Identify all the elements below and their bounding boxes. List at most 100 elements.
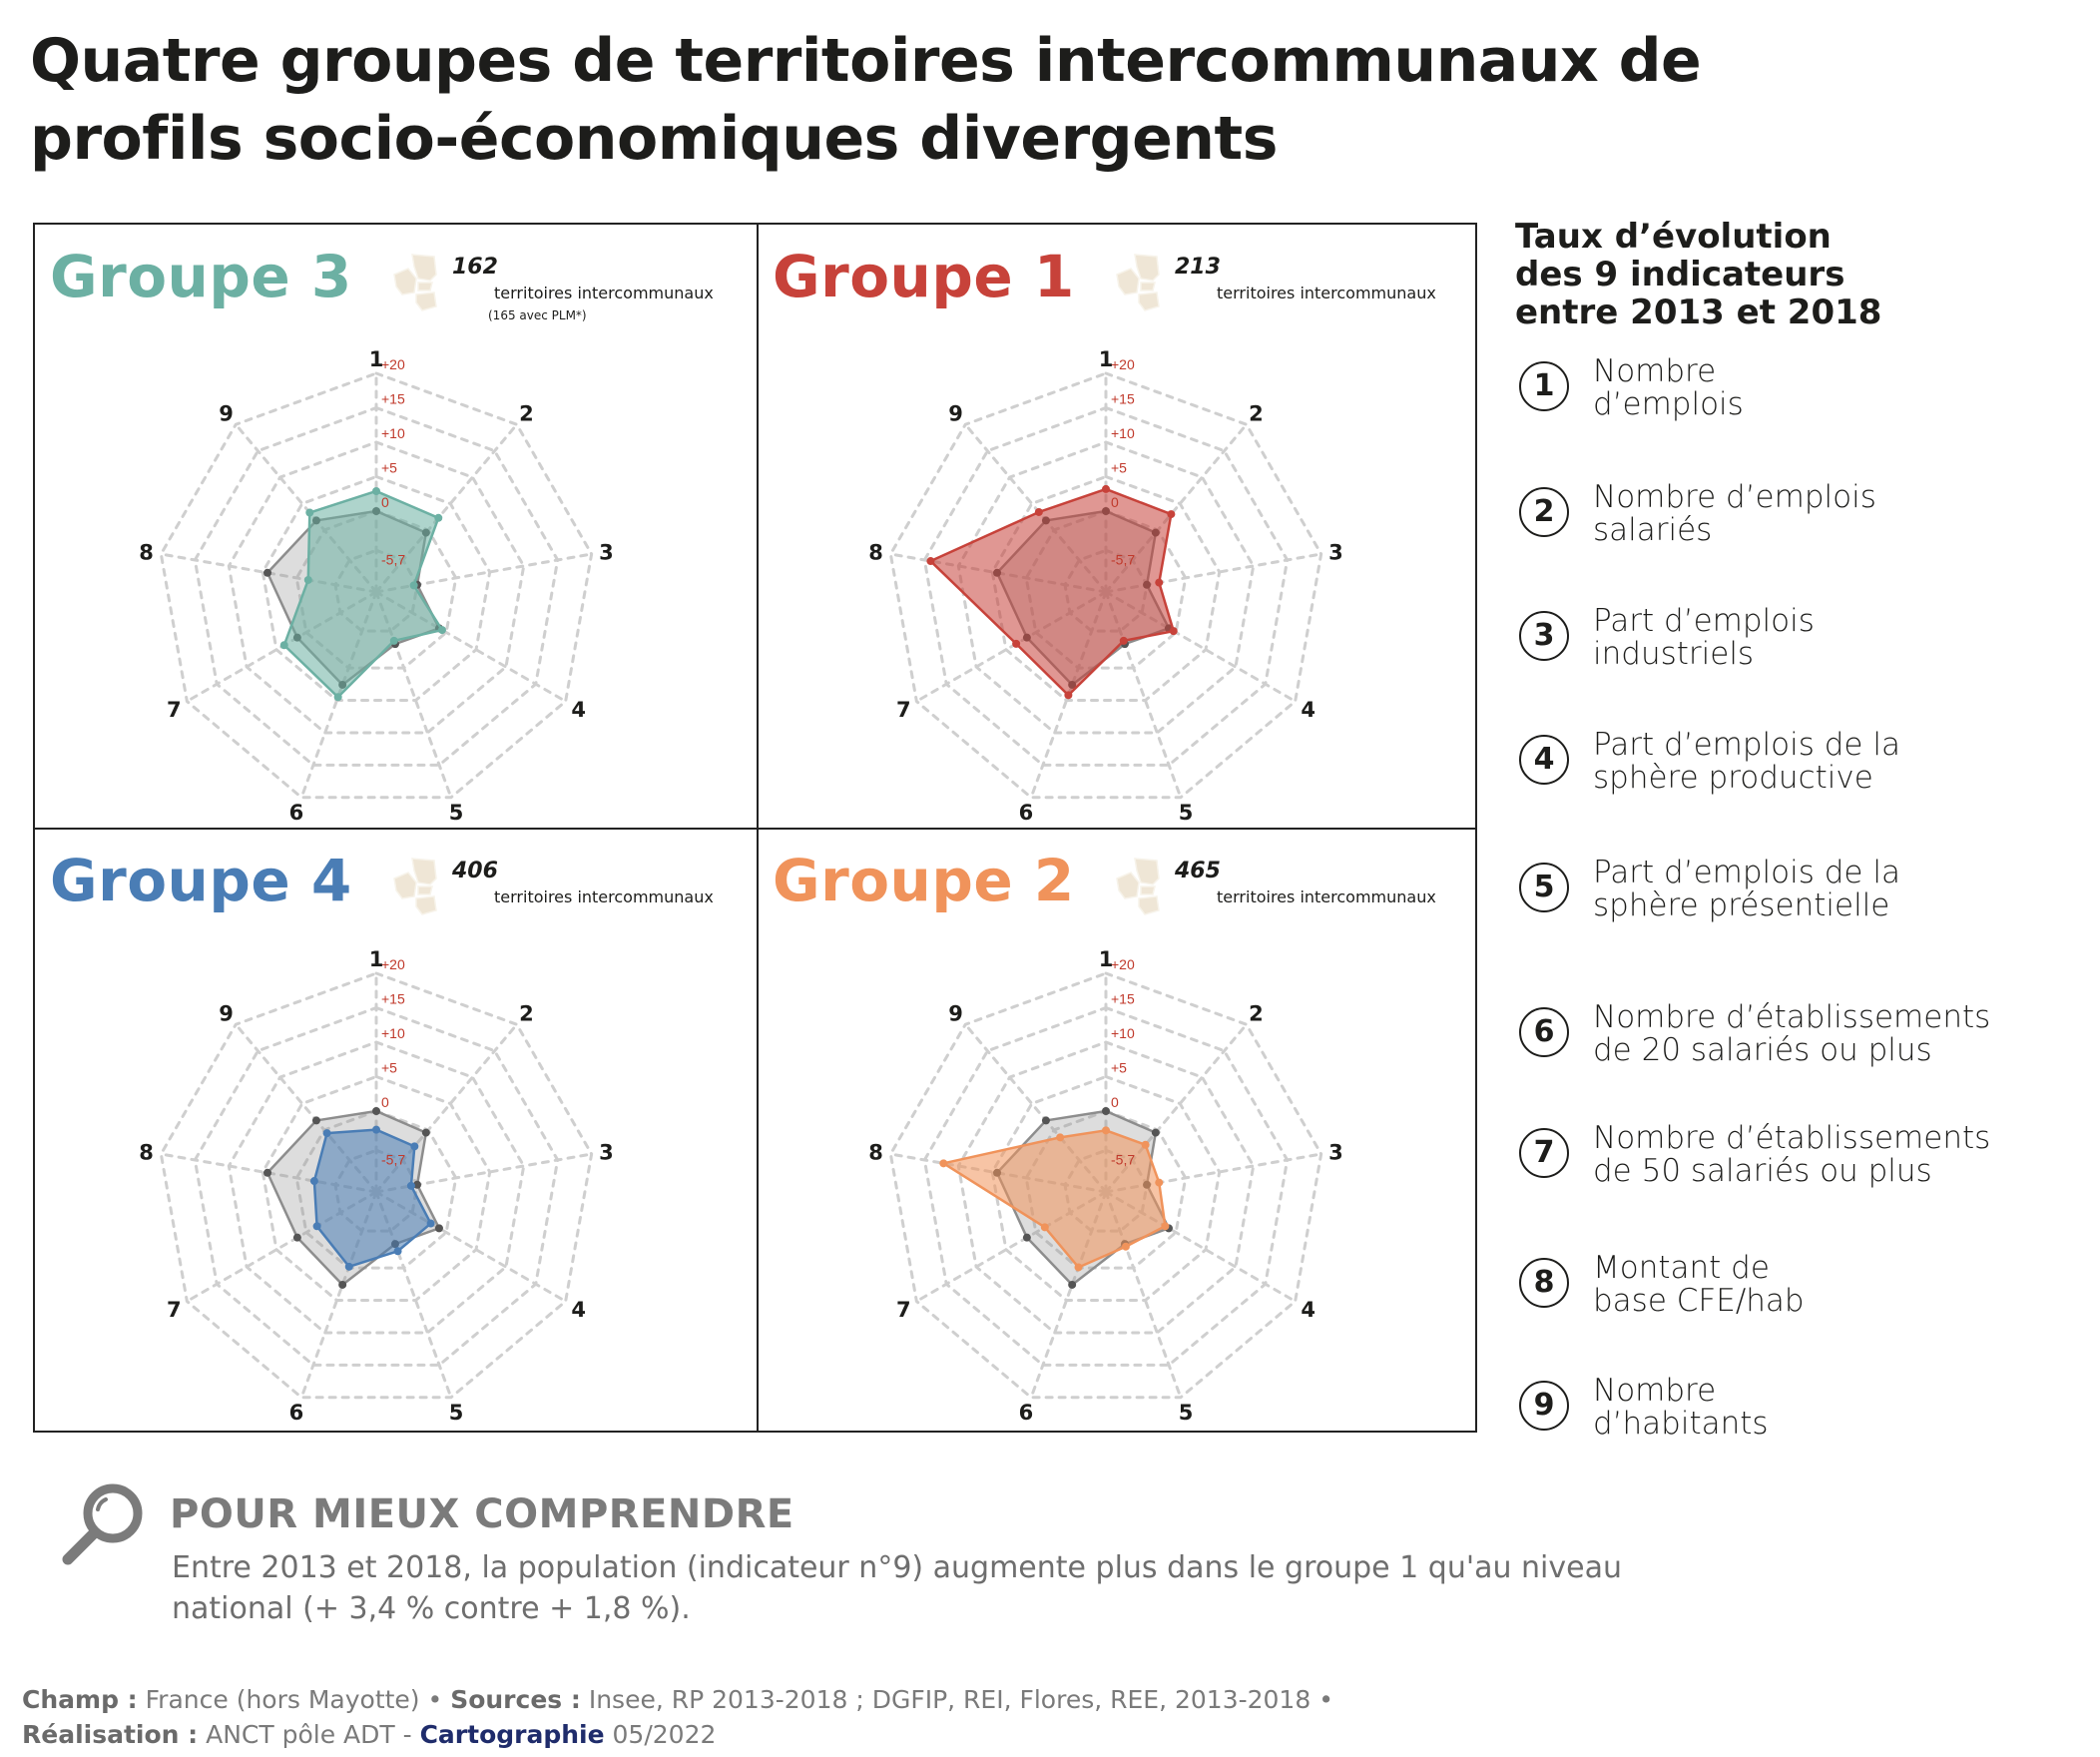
group-data-point xyxy=(389,636,398,645)
group-data-point xyxy=(1040,1223,1049,1232)
indicator-number-badge: 8 xyxy=(1519,1258,1569,1308)
territories-map-icon xyxy=(1116,254,1160,311)
indicator-number-badge: 2 xyxy=(1519,487,1569,537)
group-data-point xyxy=(406,1181,415,1190)
radar-axis-label: 2 xyxy=(519,402,534,426)
radar-ring-label: +15 xyxy=(1111,391,1135,407)
radar-grid-ring xyxy=(159,971,594,1400)
radar-axis-label: 4 xyxy=(1301,698,1315,722)
national-data-point xyxy=(1022,1233,1031,1242)
legend-item: 5 Part d’emplois de la sphère présentielle xyxy=(1519,855,2078,924)
radar-axis-label: 4 xyxy=(571,1298,586,1322)
group-series-area xyxy=(942,1129,1167,1269)
group-data-point xyxy=(1155,1178,1164,1187)
radar-axis-label: 3 xyxy=(1328,540,1343,564)
radar-axis-label: 9 xyxy=(948,1002,963,1026)
indicator-number-badge: 7 xyxy=(1519,1128,1569,1178)
realisation-value: ANCT pôle ADT - xyxy=(198,1720,420,1749)
radar-axis-label: 5 xyxy=(1179,801,1194,825)
radar-axis-label: 6 xyxy=(1019,801,1034,825)
group-title: Groupe 4 xyxy=(50,847,352,914)
radar-ring-label: +5 xyxy=(381,460,397,476)
radar-ring-label: -5,7 xyxy=(381,551,405,567)
group-series-area xyxy=(282,489,444,699)
group-data-point xyxy=(303,575,312,584)
radar-axis-label: 1 xyxy=(1099,347,1114,371)
radar-spoke xyxy=(374,1022,519,1194)
territory-count-label: territoires intercommunaux xyxy=(1217,284,1436,302)
radar-spoke xyxy=(1104,590,1298,703)
group-data-point xyxy=(1056,1133,1065,1142)
group-data-point xyxy=(1064,691,1073,700)
radar-spoke xyxy=(1029,1190,1108,1400)
group-data-point xyxy=(926,557,935,566)
indicator-number-badge: 5 xyxy=(1519,863,1569,912)
radar-axis-label: 3 xyxy=(599,540,614,564)
indicator-number-badge: 9 xyxy=(1519,1381,1569,1431)
radar-grid-ring xyxy=(159,371,594,800)
plm-note: (165 avec PLM*) xyxy=(488,308,587,322)
territory-count: 406 xyxy=(452,859,498,883)
radar-spoke xyxy=(1104,590,1183,800)
page-title: Quatre groupes de territoires intercommu… xyxy=(30,26,1702,174)
radar-ring-label: +5 xyxy=(1111,1060,1127,1076)
indicator-label: Nombre d’établissements de 50 salariés ou… xyxy=(1593,1122,1990,1188)
group-data-point xyxy=(372,486,380,495)
indicator-label-line: Nombre xyxy=(1593,353,1717,389)
group-data-point xyxy=(1102,1126,1110,1135)
territories-map-icon xyxy=(393,254,437,311)
radar-spoke xyxy=(374,1152,594,1194)
radar-ring-label: +10 xyxy=(1111,425,1135,441)
radar-axis-label: 1 xyxy=(369,947,384,971)
national-data-point xyxy=(421,1128,430,1137)
group-data-point xyxy=(1012,639,1021,648)
radar-axis-label: 4 xyxy=(1301,1298,1315,1322)
pmc-line: national (+ 3,4 % contre + 1,8 %). xyxy=(172,1591,691,1626)
radar-spoke xyxy=(374,1190,568,1303)
radar-ring-label: -5,7 xyxy=(381,1151,405,1167)
radar-ring-label: 0 xyxy=(381,494,389,510)
radar-axis-label: 9 xyxy=(948,402,963,426)
sources-label: Sources : xyxy=(450,1685,581,1714)
national-data-point xyxy=(1102,1107,1110,1115)
indicator-number-badge: 1 xyxy=(1519,361,1569,411)
radar-spoke xyxy=(234,422,378,594)
indicator-number-badge: 3 xyxy=(1519,611,1569,661)
indicator-label-line: Nombre d’établissements xyxy=(1593,1120,1991,1156)
indicator-label-line: base CFE/hab xyxy=(1593,1283,1805,1319)
radar-grid-ring xyxy=(227,440,526,735)
radar-axis-label: 4 xyxy=(571,698,586,722)
radar-grid-ring xyxy=(227,1040,526,1335)
indicator-label-line: Part d’emplois xyxy=(1593,603,1815,639)
national-data-point xyxy=(413,1180,422,1189)
group-data-point xyxy=(409,581,418,590)
indicator-label-line: salariés xyxy=(1593,512,1713,548)
radar-spoke xyxy=(1104,1152,1323,1194)
group-data-point xyxy=(1169,627,1178,636)
footer-sources: Champ : France (hors Mayotte) • Sources … xyxy=(22,1685,1333,1714)
group-data-point xyxy=(939,1159,948,1168)
territory-count: 162 xyxy=(452,255,498,280)
national-data-point xyxy=(1151,1128,1160,1137)
radar-axis-label: 7 xyxy=(896,1298,911,1322)
group-data-point xyxy=(312,1222,321,1231)
realisation-label: Réalisation : xyxy=(22,1720,199,1749)
radar-ring-label: +15 xyxy=(1111,991,1135,1007)
radar-spoke xyxy=(1104,422,1249,594)
legend-title-line: Taux d’évolution xyxy=(1515,217,1832,257)
radar-spoke xyxy=(1104,1190,1183,1400)
radar-axis-label: 8 xyxy=(139,1140,154,1164)
radar-ring-label: -5,7 xyxy=(1111,551,1135,567)
radar-axis-label: 6 xyxy=(289,1401,304,1425)
national-data-point xyxy=(1068,1280,1077,1289)
radar-ring-label: +10 xyxy=(1111,1025,1135,1041)
indicator-label-line: d’emplois xyxy=(1593,386,1744,422)
radar-spoke xyxy=(374,422,519,594)
radar-ring-label: +15 xyxy=(381,391,405,407)
group-title: Groupe 1 xyxy=(773,243,1075,310)
legend-item: 3 Part d’emplois industriels xyxy=(1519,603,2078,673)
national-data-point xyxy=(338,1280,347,1289)
radar-grid-ring xyxy=(193,405,560,767)
radar-ring-label: +20 xyxy=(1111,956,1135,972)
